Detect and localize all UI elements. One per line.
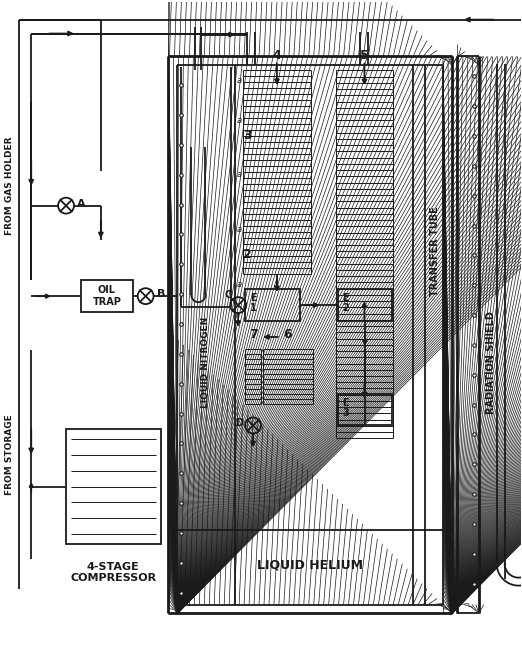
Text: B: B: [157, 289, 165, 299]
Text: 7: 7: [248, 328, 257, 341]
Text: RADIATION SHIELD: RADIATION SHIELD: [486, 312, 496, 414]
Text: LIQUID HELIUM: LIQUID HELIUM: [257, 558, 363, 571]
Text: a: a: [237, 76, 242, 85]
Text: a: a: [237, 170, 242, 179]
Text: C: C: [224, 290, 232, 300]
Text: a: a: [237, 280, 242, 289]
Text: 2: 2: [342, 303, 349, 313]
Text: TRAP: TRAP: [92, 297, 121, 307]
Text: 4-STAGE
COMPRESSOR: 4-STAGE COMPRESSOR: [70, 562, 157, 583]
Text: 3: 3: [342, 408, 349, 417]
Bar: [338, 394, 393, 426]
Text: D: D: [235, 419, 243, 428]
Bar: [66, 430, 161, 544]
Text: 4: 4: [272, 49, 281, 62]
Text: a: a: [237, 116, 242, 125]
Text: 3: 3: [243, 129, 252, 141]
Text: E: E: [342, 293, 349, 303]
Text: 6: 6: [283, 328, 292, 341]
Text: 1: 1: [165, 438, 174, 451]
Text: 1: 1: [250, 303, 257, 313]
Text: E: E: [250, 293, 257, 303]
Text: FROM GAS HOLDER: FROM GAS HOLDER: [5, 136, 14, 235]
Bar: [245, 289, 300, 321]
Bar: [338, 289, 393, 321]
Text: 5: 5: [360, 49, 369, 62]
Text: TRANSFER TUBE: TRANSFER TUBE: [430, 206, 440, 296]
Text: E: E: [342, 398, 349, 408]
Text: A: A: [77, 199, 86, 208]
Bar: [81, 280, 133, 312]
Text: LIQUID NITROGEN: LIQUID NITROGEN: [201, 317, 210, 408]
Text: FROM STORAGE: FROM STORAGE: [5, 414, 14, 495]
Text: a: a: [237, 225, 242, 234]
Text: 2: 2: [243, 248, 252, 261]
Text: OIL: OIL: [98, 285, 116, 295]
